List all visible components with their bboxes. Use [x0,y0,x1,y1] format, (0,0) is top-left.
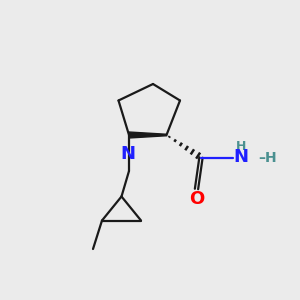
Text: N: N [233,148,248,166]
Text: O: O [189,190,204,208]
Polygon shape [129,132,166,138]
Text: N: N [120,145,135,163]
Text: H: H [236,140,246,153]
Text: –H: –H [258,151,277,164]
